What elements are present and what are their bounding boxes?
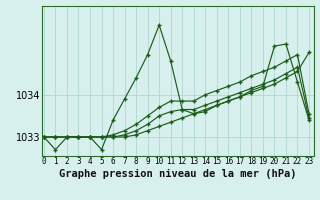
- X-axis label: Graphe pression niveau de la mer (hPa): Graphe pression niveau de la mer (hPa): [59, 169, 296, 179]
